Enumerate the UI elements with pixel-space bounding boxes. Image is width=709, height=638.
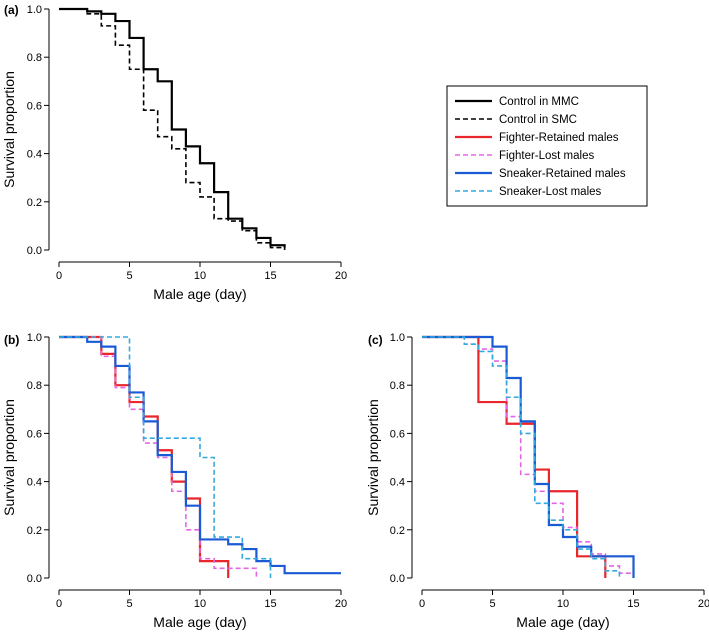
panel-b: 0 5 10 15 20 0.0 0.2 0.4 0.6 0.8 1.0 Male age (day)…	[1, 332, 347, 630]
x-tick-label: 0	[56, 270, 62, 282]
x-axis-label: Male age (day)	[516, 614, 609, 630]
series-line-control-in-smc	[59, 8, 286, 250]
y-axis-label: Survival proportion	[365, 399, 381, 516]
x-tick-label: 15	[264, 270, 276, 282]
y-tick-label: 0.4	[27, 149, 42, 161]
y-tick-label: 0.8	[27, 380, 42, 392]
x-axis-label: Male age (day)	[153, 286, 246, 302]
y-tick-label: 0.0	[390, 573, 405, 585]
y-tick-label: 0.6	[27, 100, 42, 112]
y-tick-label: 1.0	[27, 4, 42, 16]
x-tick-label: 10	[194, 270, 206, 282]
legend-box	[446, 85, 648, 207]
legend-label: Fighter-Lost males	[499, 150, 594, 162]
panel-label: (b)	[4, 333, 19, 347]
x-tick-label: 5	[126, 270, 132, 282]
legend: Control in MMC Control in SMC Fighter-Reta…	[446, 85, 648, 207]
y-tick-label: 0.0	[27, 245, 42, 257]
x-axis-label: Male age (day)	[153, 614, 246, 630]
x-tick-label: 20	[698, 598, 709, 610]
y-tick-label: 0.4	[390, 477, 405, 489]
x-tick-label: 5	[489, 598, 495, 610]
y-tick-label: 0.6	[27, 428, 42, 440]
y-tick-label: 0.8	[27, 52, 42, 64]
legend-label: Fighter-Retained males	[499, 132, 619, 144]
y-tick-label: 0.2	[27, 525, 42, 537]
panel-label: (a)	[4, 3, 19, 17]
x-tick-label: 0	[419, 598, 425, 610]
legend-label: Sneaker-Retained males	[499, 168, 626, 180]
y-tick-label: 0.2	[390, 525, 405, 537]
y-tick-label: 0.6	[390, 428, 405, 440]
x-tick-label: 10	[557, 598, 569, 610]
x-tick-label: 10	[194, 598, 206, 610]
series-line-control-in-mmc	[59, 7, 286, 248]
y-tick-label: 0.0	[27, 573, 42, 585]
y-tick-label: 0.2	[27, 197, 42, 209]
series-line-fighter-lost-males	[59, 336, 258, 578]
x-tick-label: 5	[126, 598, 132, 610]
x-tick-label: 20	[335, 598, 347, 610]
panel-c: 0 5 10 15 20 0.0 0.2 0.4 0.6 0.8 1.0 Male age (day)…	[365, 332, 709, 630]
panel-label: (c)	[368, 333, 383, 347]
x-tick-label: 15	[264, 598, 276, 610]
legend-label: Sneaker-Lost males	[499, 186, 602, 198]
series-line-fighter-lost-males	[422, 336, 635, 578]
y-axis-label: Survival proportion	[1, 399, 17, 516]
y-tick-label: 1.0	[390, 332, 405, 344]
series-line-sneaker-lost-males	[59, 336, 272, 578]
panel-a: 0 5 10 15 20 0.0 0.2 0.4 0.6 0.8 1.0 Male age (day)…	[1, 3, 347, 302]
series-line-sneaker-retained-males	[59, 335, 341, 575]
y-tick-label: 1.0	[27, 332, 42, 344]
x-tick-label: 20	[335, 270, 347, 282]
y-tick-label: 0.4	[27, 477, 42, 489]
y-tick-label: 0.8	[390, 380, 405, 392]
legend-label: Control in SMC	[499, 114, 577, 126]
legend-label: Control in MMC	[499, 96, 579, 108]
x-tick-label: 0	[56, 598, 62, 610]
x-tick-label: 15	[627, 598, 639, 610]
y-axis-label: Survival proportion	[1, 71, 17, 188]
series-line-sneaker-retained-males	[422, 335, 635, 578]
